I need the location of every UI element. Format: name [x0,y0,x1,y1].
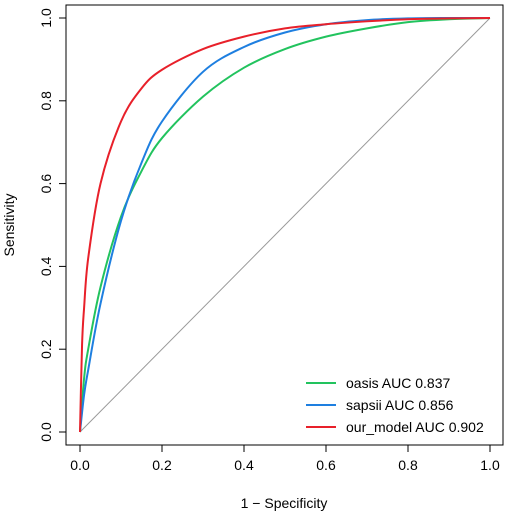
y-tick-label: 0.2 [38,339,54,359]
series-line-1 [79,16,491,433]
y-tick-label: 0.0 [38,422,54,442]
x-tick-label: 0.0 [70,457,90,473]
series-line-0 [79,17,491,433]
y-axis-label: Sensitivity [1,193,17,256]
reference-diagonal [79,17,491,433]
y-tick-label: 0.8 [38,91,54,111]
y-tick-label: 1.0 [38,8,54,28]
y-tick-label: 0.4 [38,256,54,276]
series-line-2 [79,17,491,433]
legend: oasis AUC 0.837 sapsii AUC 0.856 our_model… [306,375,484,435]
x-axis: 0.0 0.2 0.4 0.6 0.8 1.0 [70,444,500,473]
x-axis-label: 1 − Specificity [241,495,328,511]
x-tick-label: 0.2 [152,457,172,473]
legend-label-2: our_model AUC 0.902 [346,419,484,435]
x-tick-label: 0.6 [316,457,336,473]
x-tick-label: 0.8 [398,457,418,473]
y-tick-label: 0.6 [38,174,54,194]
x-tick-label: 0.4 [234,457,254,473]
legend-label-1: sapsii AUC 0.856 [346,397,454,413]
legend-label-0: oasis AUC 0.837 [346,375,450,391]
y-axis: 0.0 0.2 0.4 0.6 0.8 1.0 [38,8,67,442]
diagonal-reference-line [79,17,491,433]
series-lines [79,16,491,433]
x-tick-label: 1.0 [480,457,500,473]
